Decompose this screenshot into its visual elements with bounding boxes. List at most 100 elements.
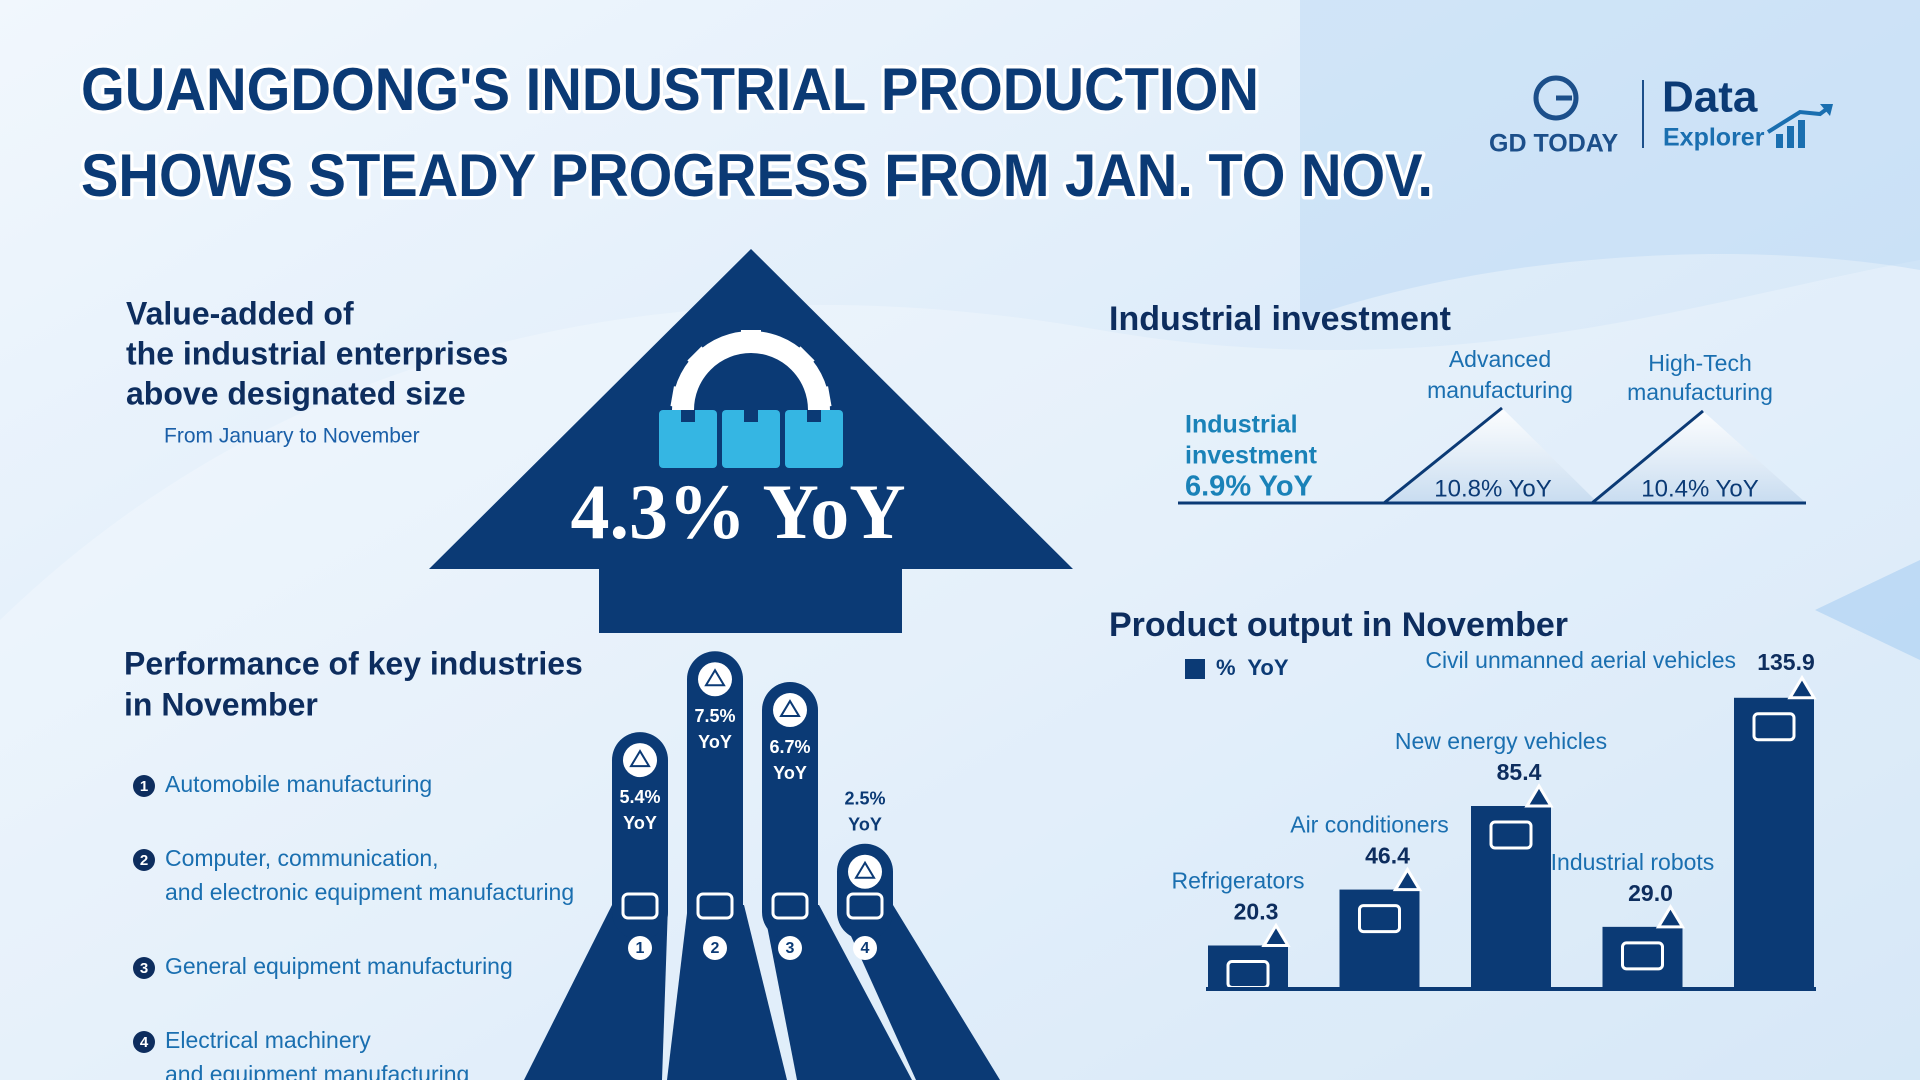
box bbox=[659, 410, 717, 468]
section-title: Value-added of bbox=[126, 295, 354, 331]
gear-tooth bbox=[687, 346, 718, 377]
ray bbox=[667, 905, 787, 1080]
bar-icon bbox=[779, 699, 801, 718]
list-item: Computer, communication, bbox=[165, 845, 439, 871]
category-badge bbox=[778, 936, 802, 960]
list-badge bbox=[133, 957, 155, 979]
legend-swatch bbox=[1185, 659, 1205, 679]
segment-value: 10.8% YoY bbox=[1434, 475, 1551, 502]
value-label: 29.0 bbox=[1628, 880, 1673, 906]
gear-tooth bbox=[741, 330, 761, 352]
value-unit: YoY bbox=[848, 815, 882, 835]
section-title: Performance of key industries bbox=[124, 645, 583, 681]
industry-icon bbox=[846, 892, 884, 920]
value-unit: YoY bbox=[773, 763, 807, 783]
segment-value: 10.4% YoY bbox=[1641, 475, 1758, 502]
plots: 5.4% YoY 1 7.5% YoY 2 6.7% YoY 3 2.5% YoY 4 20.3 Refr… bbox=[612, 647, 1817, 991]
industry-icon bbox=[696, 892, 734, 920]
triangle bbox=[1384, 408, 1598, 503]
product-icon bbox=[1358, 904, 1401, 934]
list-item: Electrical machinery bbox=[165, 1027, 371, 1053]
gear-tooth bbox=[784, 346, 815, 377]
value-unit: YoY bbox=[623, 813, 657, 833]
brand-logo bbox=[1533, 75, 1579, 121]
product-icon bbox=[1766, 104, 1833, 148]
category-label: 3 bbox=[786, 940, 795, 957]
segment-label: High-Tech bbox=[1648, 350, 1752, 376]
value-label: 46.4 bbox=[1365, 843, 1410, 869]
segment-label: Advanced bbox=[1449, 346, 1551, 372]
product-icon bbox=[1752, 712, 1796, 742]
product-name: Data bbox=[1662, 73, 1758, 122]
box-tab bbox=[681, 410, 695, 422]
category-label: 1 bbox=[636, 940, 645, 957]
section-title: Industrial investment bbox=[1109, 300, 1451, 338]
section-subtitle: From January to November bbox=[164, 425, 420, 448]
title-line: SHOWS STEADY PROGRESS FROM JAN. TO NOV. bbox=[81, 142, 1433, 209]
icon-bar bbox=[1787, 126, 1794, 148]
list-item: Automobile manufacturing bbox=[165, 771, 432, 797]
category-label: New energy vehicles bbox=[1395, 728, 1607, 754]
icon-bar bbox=[1776, 134, 1783, 148]
list-number: 3 bbox=[140, 960, 148, 977]
bar-marker bbox=[1524, 783, 1554, 808]
bar bbox=[687, 651, 743, 940]
segment-label: manufacturing bbox=[1627, 379, 1773, 405]
value-label: 85.4 bbox=[1497, 759, 1542, 785]
section-title: the industrial enterprises bbox=[126, 335, 508, 371]
industry-list: 1 Automobile manufacturing 2 Computer, comm… bbox=[133, 771, 574, 1080]
section-title: in November bbox=[124, 686, 318, 722]
bar bbox=[1602, 926, 1683, 989]
background-wave bbox=[1300, 0, 1920, 320]
category-label: Industrial robots bbox=[1551, 849, 1715, 875]
product-icon bbox=[1489, 820, 1533, 850]
growth-value: 4.3% YoY bbox=[570, 468, 905, 555]
list-number: 4 bbox=[140, 1034, 149, 1051]
icon-bar bbox=[1798, 120, 1805, 148]
bar-marker bbox=[1787, 674, 1817, 700]
investment-label: Industrial bbox=[1185, 411, 1298, 439]
list-badge bbox=[133, 1031, 155, 1053]
bar bbox=[1734, 697, 1814, 989]
bar-icon bbox=[704, 668, 726, 687]
product-icon bbox=[1621, 941, 1664, 971]
value-label: 6.7% bbox=[769, 737, 810, 757]
bar-marker bbox=[1655, 903, 1686, 929]
section-title: above designated size bbox=[126, 375, 466, 411]
bar-icon bbox=[773, 693, 807, 728]
icon-arrow-head bbox=[1820, 104, 1833, 116]
chart-title: Product output in November bbox=[1109, 606, 1568, 644]
gear-tooth bbox=[670, 386, 696, 410]
box bbox=[785, 410, 843, 468]
value-label: 20.3 bbox=[1234, 899, 1279, 925]
list-number: 2 bbox=[140, 852, 148, 869]
segment-label: manufacturing bbox=[1427, 377, 1573, 403]
industry-icon bbox=[621, 892, 659, 920]
bar-icon bbox=[854, 860, 876, 879]
bar-marker bbox=[1261, 922, 1291, 947]
list-badge bbox=[133, 775, 155, 797]
brand-name: GD TODAY bbox=[1489, 130, 1619, 158]
box-tab bbox=[807, 410, 821, 422]
industry-icon bbox=[659, 330, 843, 468]
logo-ring bbox=[1533, 75, 1579, 121]
bar-icon bbox=[848, 854, 882, 889]
triangle-edge bbox=[1591, 409, 1704, 505]
value-label: 7.5% bbox=[694, 706, 735, 726]
triangle bbox=[1592, 411, 1806, 503]
category-badge bbox=[853, 936, 877, 960]
category-label: Civil unmanned aerial vehicles bbox=[1425, 647, 1736, 673]
product-name: Explorer bbox=[1663, 124, 1765, 152]
category-label: Refrigerators bbox=[1172, 868, 1305, 894]
triangle-edge bbox=[1383, 406, 1503, 505]
category-label: 2 bbox=[711, 940, 720, 957]
background-shape bbox=[1815, 560, 1920, 660]
value-label: 5.4% bbox=[619, 787, 660, 807]
value-label: 2.5% bbox=[844, 789, 885, 809]
industry-icon bbox=[771, 892, 809, 920]
legend-label: % YoY bbox=[1216, 655, 1289, 680]
list-number: 1 bbox=[140, 778, 148, 795]
category-label: Air conditioners bbox=[1290, 812, 1449, 838]
list-badge bbox=[133, 849, 155, 871]
